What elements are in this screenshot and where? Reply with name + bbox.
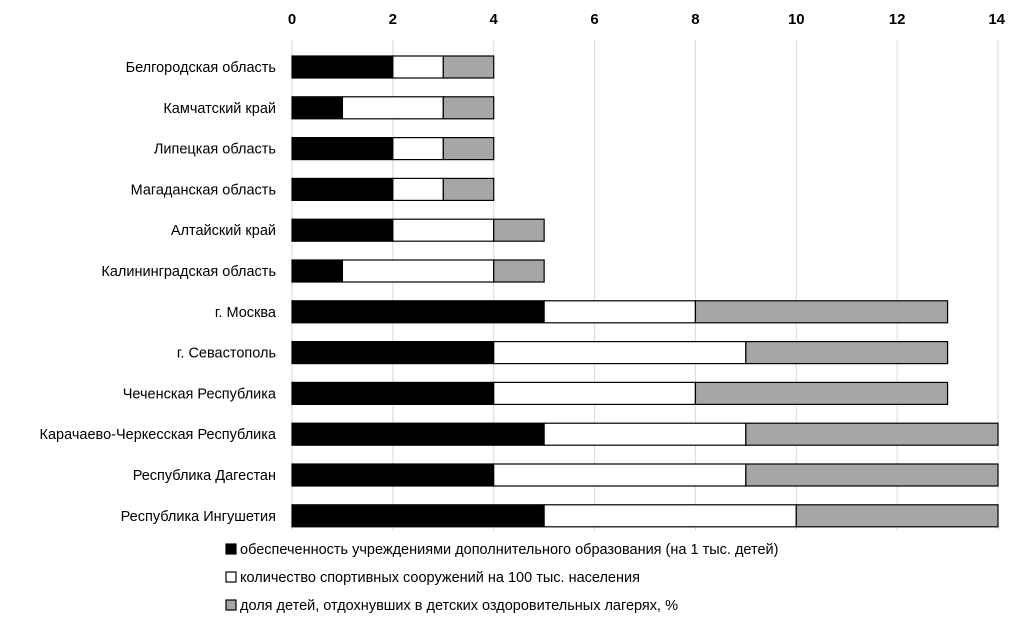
bar-segment-series-2 — [543, 300, 697, 324]
category-label: Республика Дагестан — [133, 468, 276, 484]
bar-segment-series-3 — [442, 55, 495, 79]
grid-layer — [291, 40, 999, 530]
bar-segment-series-1 — [291, 55, 394, 79]
bar-segment-series-1 — [291, 137, 394, 161]
x-tick-label: 14 — [988, 11, 1005, 28]
bar-segment-series-2 — [543, 422, 747, 446]
bar-segment-series-1 — [291, 300, 545, 324]
bar-segment-series-3 — [745, 422, 999, 446]
category-label: Калининградская область — [101, 264, 276, 280]
category-label: Алтайский край — [171, 223, 276, 239]
legend-entry: количество спортивных сооружений на 100 … — [240, 570, 640, 586]
x-axis-ticks: 0 2 4 6 8 10 12 14 — [288, 11, 1006, 28]
legend-swatch — [225, 599, 237, 611]
bar-segment-series-3 — [493, 259, 545, 283]
x-tick-label: 12 — [889, 11, 906, 28]
x-tick-label: 10 — [788, 11, 805, 28]
bar-segment-series-1 — [291, 422, 545, 446]
bar-segment-series-2 — [543, 504, 797, 528]
category-label: Республика Ингушетия — [121, 509, 276, 525]
bar-segment-series-2 — [341, 259, 495, 283]
legend-swatch — [225, 543, 237, 555]
bar-segment-series-3 — [493, 218, 545, 242]
legend-entry: обеспеченность учреждениями дополнительн… — [240, 542, 778, 558]
bar-segment-series-1 — [291, 218, 394, 242]
bar-segment-series-3 — [745, 341, 949, 365]
x-tick-label: 4 — [490, 11, 499, 28]
bar-segment-series-3 — [694, 381, 949, 405]
bar-segment-series-3 — [694, 300, 949, 324]
bar-segment-series-1 — [291, 259, 344, 283]
category-label: г. Севастополь — [177, 346, 276, 362]
x-tick-label: 6 — [590, 11, 598, 28]
bar-segment-series-3 — [442, 137, 495, 161]
bars — [291, 55, 999, 528]
bar-segment-series-2 — [493, 463, 747, 487]
legend-swatch — [225, 571, 237, 583]
bar-segment-series-1 — [291, 381, 495, 405]
bar-segment-series-1 — [291, 177, 394, 201]
category-labels: Белгородская область Камчатский край Липец… — [40, 60, 277, 525]
bar-segment-series-3 — [442, 96, 495, 120]
category-label: Магаданская область — [131, 182, 276, 198]
bar-segment-series-3 — [795, 504, 999, 528]
legend-entry: доля детей, отдохнувших в детских оздоро… — [240, 598, 678, 614]
bar-segment-series-1 — [291, 96, 344, 120]
bar-segment-series-1 — [291, 504, 545, 528]
bar-segment-series-1 — [291, 463, 495, 487]
category-label: Камчатский край — [163, 101, 276, 117]
x-tick-label: 8 — [691, 11, 699, 28]
bar-segment-series-2 — [392, 55, 444, 79]
category-label: Белгородская область — [126, 60, 276, 76]
bar-segment-series-3 — [442, 177, 495, 201]
bar-segment-series-2 — [493, 381, 697, 405]
bar-segment-series-2 — [493, 341, 747, 365]
legend: обеспеченность учреждениями дополнительн… — [225, 542, 778, 614]
bar-segment-series-3 — [745, 463, 999, 487]
category-label: Карачаево-Черкесская Республика — [40, 427, 277, 443]
bar-segment-series-1 — [291, 341, 495, 365]
bar-segment-series-2 — [392, 218, 495, 242]
category-label: Чеченская Республика — [123, 386, 277, 402]
bar-segment-series-2 — [341, 96, 444, 120]
category-label: г. Москва — [215, 305, 277, 321]
category-label: Липецкая область — [154, 142, 276, 158]
x-tick-label: 0 — [288, 11, 296, 28]
bar-segment-series-2 — [392, 137, 444, 161]
bar-segment-series-2 — [392, 177, 444, 201]
x-tick-label: 2 — [389, 11, 397, 28]
